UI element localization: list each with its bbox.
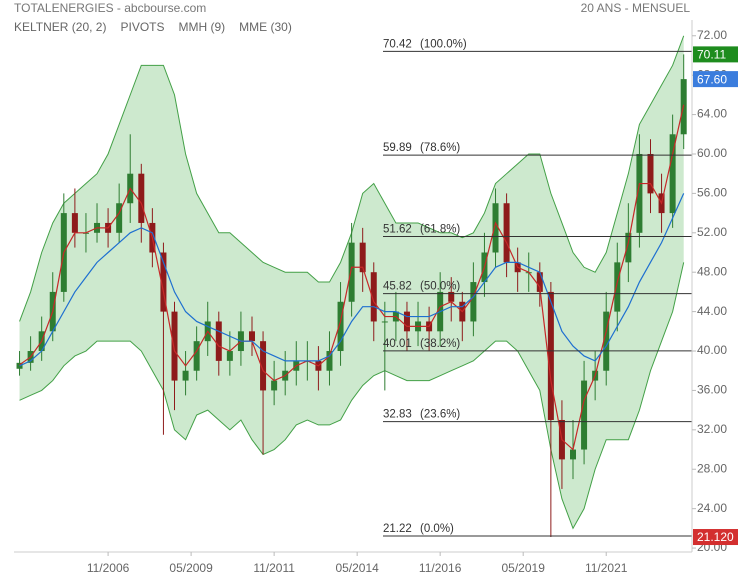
candle-body xyxy=(71,213,78,233)
y-tick-label: 40.00 xyxy=(697,343,727,357)
legend-entry: MMH (9) xyxy=(179,20,226,34)
pivot-ratio: (78.6%) xyxy=(420,142,460,154)
chart-title: TOTALENERGIES - abcbourse.com xyxy=(14,1,206,15)
candle-body xyxy=(326,351,333,371)
candle-body xyxy=(138,173,145,223)
y-tick-label: 24.00 xyxy=(697,501,727,515)
y-tick-label: 36.00 xyxy=(697,383,727,397)
pivot-value: 70.42 xyxy=(383,38,412,50)
candle-body xyxy=(193,341,200,371)
y-tick-label: 28.00 xyxy=(697,461,727,475)
candle-body xyxy=(271,380,278,391)
pivot-value: 40.01 xyxy=(383,338,412,350)
candle-body xyxy=(403,311,410,332)
y-tick-label: 64.00 xyxy=(697,107,727,121)
candle-body xyxy=(547,291,554,420)
pivot-value: 51.62 xyxy=(383,224,412,236)
pivot-value: 59.89 xyxy=(383,142,412,154)
candle-body xyxy=(470,282,477,322)
indicator-layer xyxy=(19,104,685,451)
y-tick-label: 48.00 xyxy=(697,264,727,278)
candle-body xyxy=(116,203,123,233)
x-tick-label: 11/2016 xyxy=(419,561,462,575)
price-tag xyxy=(693,71,738,88)
candle-body xyxy=(260,341,267,391)
x-tick-label: 05/2009 xyxy=(169,561,213,575)
price-tag-label: 70.11 xyxy=(697,48,726,62)
legend: KELTNER (20, 2) PIVOTS MMH (9) MME (30) xyxy=(14,20,292,34)
indicator-line xyxy=(19,193,685,367)
pivot-ratio: (0.0%) xyxy=(420,523,454,535)
pivot-ratio: (23.6%) xyxy=(420,409,460,421)
price-tag xyxy=(693,46,738,63)
pivot-ratio: (100.0%) xyxy=(420,38,467,50)
candle-body xyxy=(636,153,643,233)
candle-body xyxy=(503,203,510,263)
price-tag-label: 21.120 xyxy=(697,530,734,544)
y-tick-label: 44.00 xyxy=(697,304,727,318)
candle-body xyxy=(359,242,366,273)
candle-body xyxy=(348,242,355,302)
candle-body xyxy=(603,311,610,371)
pivot-value: 45.82 xyxy=(383,281,412,293)
y-tick-label: 60.00 xyxy=(697,146,727,160)
keltner-lower xyxy=(19,262,685,530)
candle-body xyxy=(448,291,455,302)
y-tick-label: 72.00 xyxy=(697,28,727,42)
candle-body xyxy=(370,272,377,322)
candle-body xyxy=(570,449,577,460)
y-tick-label: 32.00 xyxy=(697,422,727,436)
candle-body xyxy=(581,380,588,450)
legend-entry: KELTNER (20, 2) xyxy=(14,20,106,34)
x-tick-label: 11/2006 xyxy=(87,561,130,575)
indicator-line xyxy=(19,104,685,451)
legend-entry: PIVOTS xyxy=(120,20,164,34)
price-tag-label: 67.60 xyxy=(697,72,727,86)
pivot-value: 21.22 xyxy=(383,523,412,535)
candle-body xyxy=(669,134,676,214)
x-tick-label: 05/2014 xyxy=(335,561,379,575)
candle-body xyxy=(248,331,255,342)
candle-body xyxy=(381,321,388,323)
candle-body xyxy=(182,370,189,381)
x-tick-label: 11/2011 xyxy=(253,561,295,575)
x-tick-label: 11/2021 xyxy=(585,561,628,575)
chart-subtitle: 20 ANS - MENSUEL xyxy=(581,1,691,15)
pivot-ratio: (61.8%) xyxy=(420,224,460,236)
pivot-ratio: (38.2%) xyxy=(420,338,460,350)
price-tag xyxy=(693,529,738,546)
candle-body xyxy=(160,252,167,312)
candle-body xyxy=(614,262,621,312)
axes-layer: 20.0024.0028.0032.0036.0040.0044.0048.00… xyxy=(14,20,727,575)
pivot-value: 32.83 xyxy=(383,409,412,421)
candle-body xyxy=(492,203,499,253)
pivot-ratio: (50.0%) xyxy=(420,281,460,293)
legend-entry: MME (30) xyxy=(239,20,292,34)
candle-body xyxy=(625,232,632,263)
price-tags-layer: 70.11 67.60 21.120 xyxy=(693,46,738,546)
pivots-layer: 70.42 (100.0%) 59.89 (78.6%) 51.62 (61.8%) 45.… xyxy=(383,38,692,537)
candle-body xyxy=(226,351,233,361)
y-tick-label: 52.00 xyxy=(697,225,727,239)
y-tick-label: 56.00 xyxy=(697,186,727,200)
candle-body xyxy=(536,272,543,292)
candle-body xyxy=(647,153,654,194)
candle-body xyxy=(171,311,178,381)
candle-body xyxy=(215,321,222,361)
candle-body xyxy=(337,301,344,352)
x-tick-label: 05/2019 xyxy=(501,561,545,575)
